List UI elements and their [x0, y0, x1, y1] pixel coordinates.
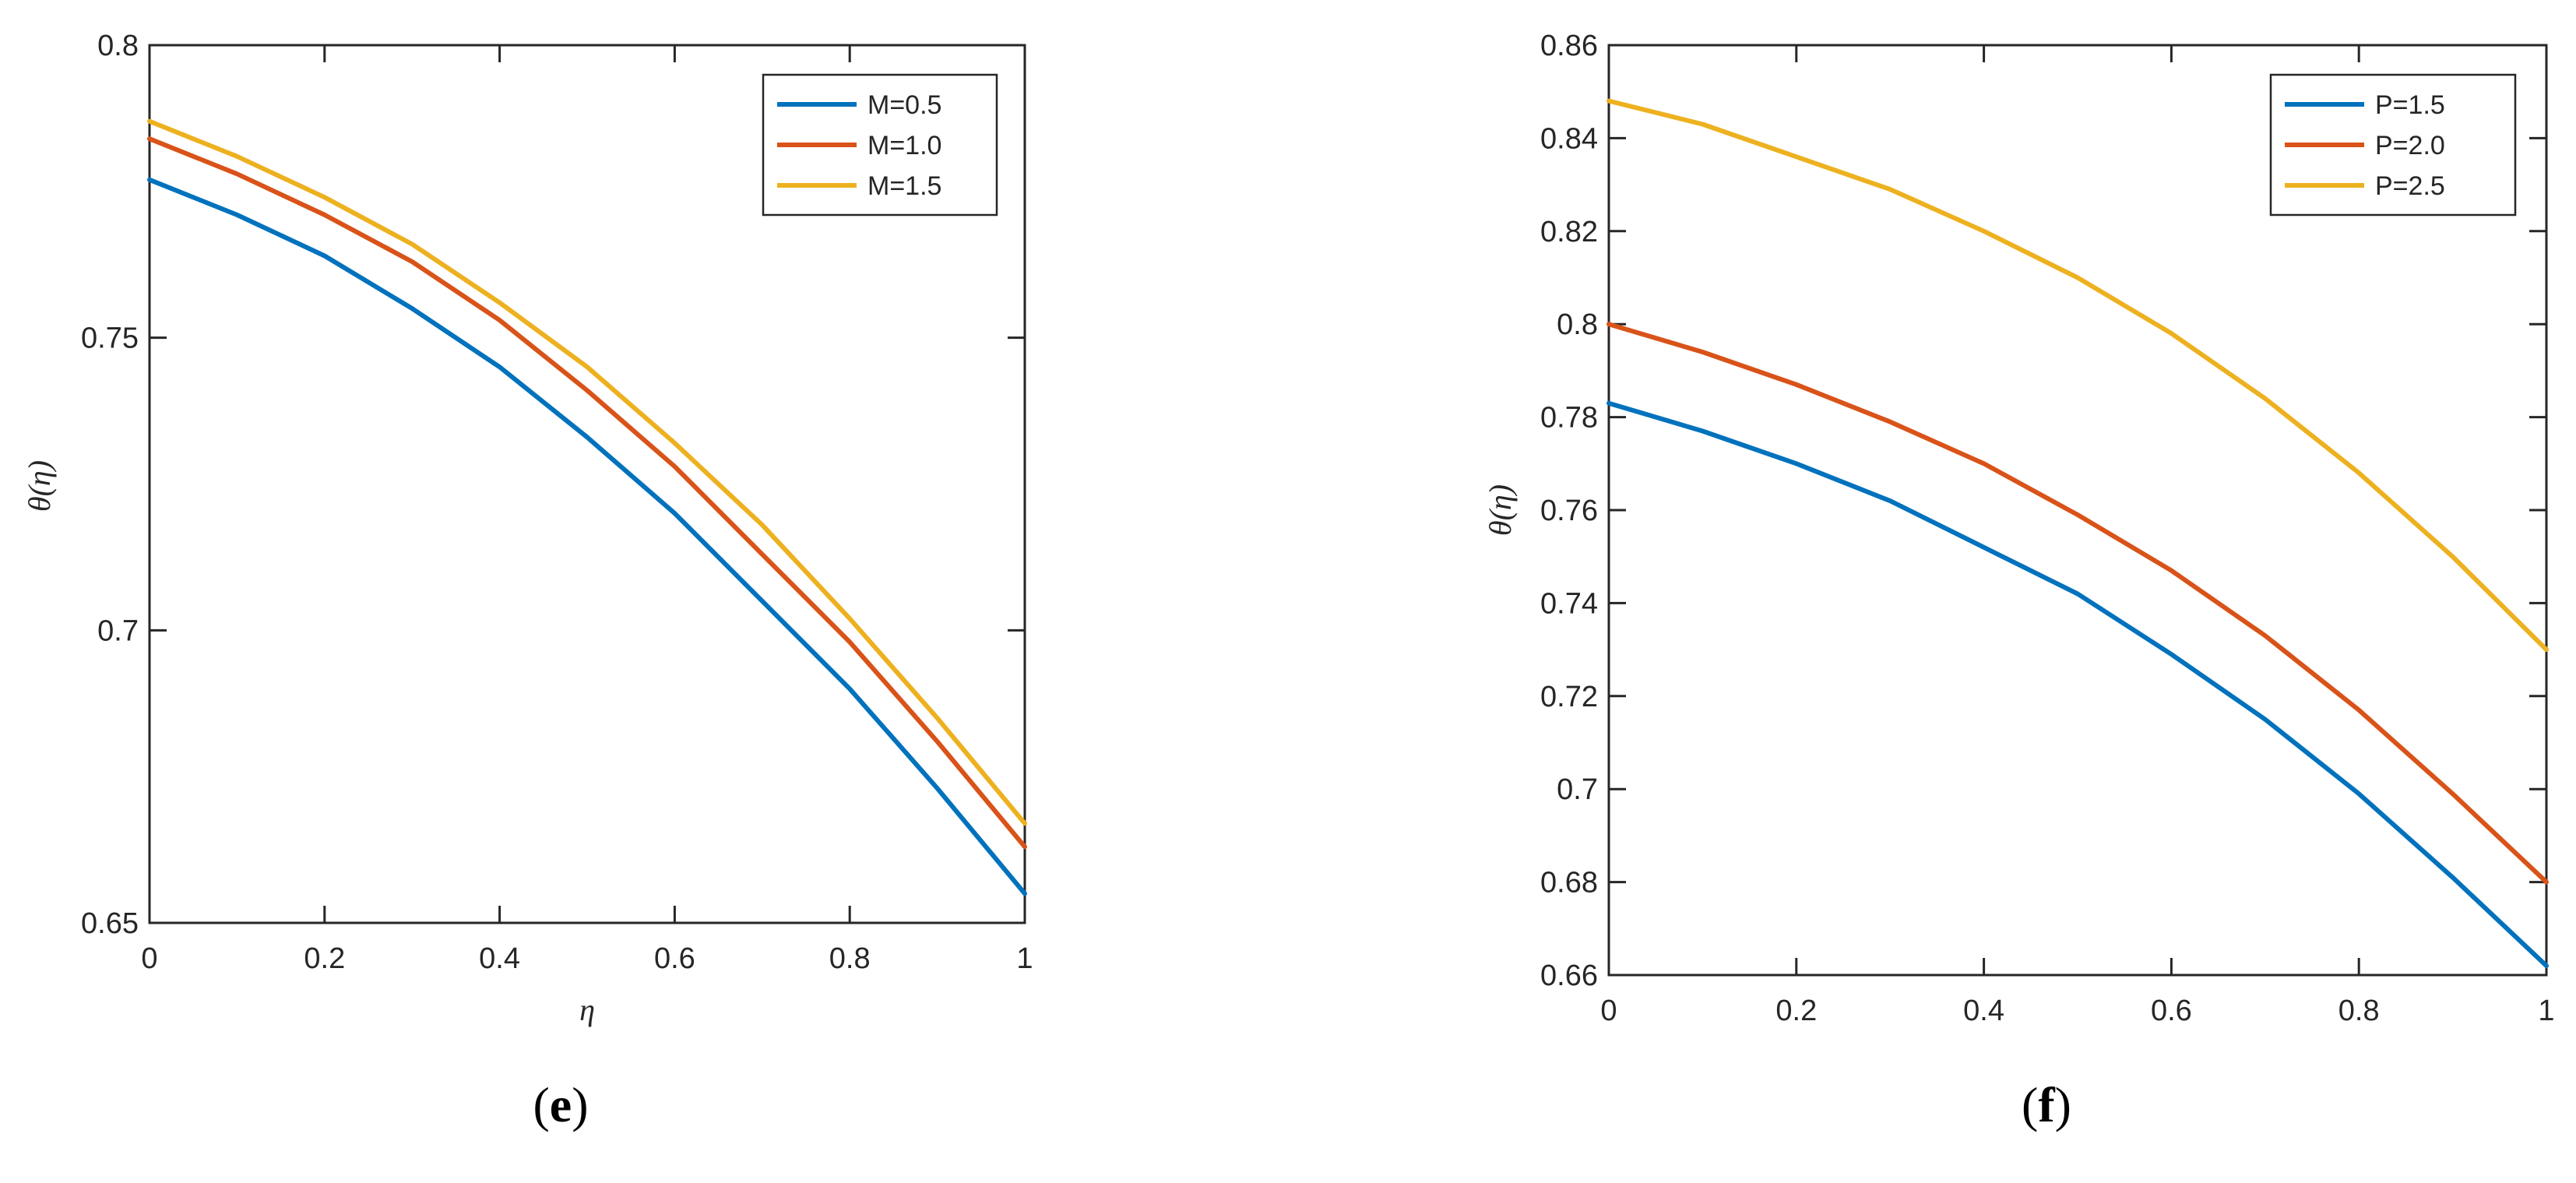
series-line-3 — [1606, 98, 2549, 653]
y-tick-label: 0.8 — [97, 30, 139, 62]
series-line-3 — [147, 118, 1027, 826]
y-axis-label: θ(η) — [22, 460, 57, 512]
y-axis-label: θ(η) — [1483, 484, 1518, 536]
y-tick-label: 0.84 — [1540, 122, 1598, 155]
x-tick-label: 0.4 — [1963, 995, 2004, 1027]
x-tick-label: 0.4 — [479, 942, 520, 975]
legend-entry: M=0.5 — [867, 90, 941, 120]
y-tick-label: 0.8 — [1557, 308, 1598, 341]
series-line-2 — [147, 136, 1027, 850]
x-tick-label: 0.2 — [304, 942, 345, 975]
legend-box — [762, 73, 998, 217]
chart-panel-e: 0 0.2 0.4 0.6 0.8 1 0.65 0.7 0.75 0.8 M=0.5 M=1.0 M=… — [22, 30, 1033, 1132]
legend-entry: P=2.5 — [2375, 171, 2445, 201]
x-axis-label: η — [579, 992, 595, 1027]
y-tick-label: 0.7 — [1557, 773, 1598, 806]
legend-entry: P=1.5 — [2375, 90, 2445, 120]
x-tick-label: 0.6 — [2151, 995, 2192, 1027]
x-tick-label: 0.2 — [1775, 995, 1817, 1027]
y-tick-label: 0.86 — [1540, 30, 1598, 62]
y-tick-label: 0.66 — [1540, 959, 1598, 992]
x-tick-label: 0.6 — [654, 942, 695, 975]
y-tick-label: 0.7 — [97, 614, 139, 647]
panel-caption: (f) — [2022, 1077, 2071, 1132]
series-line-1 — [147, 177, 1027, 896]
y-tick-label: 0.78 — [1540, 402, 1598, 435]
x-tick-label: 0 — [1600, 995, 1617, 1027]
y-tick-label: 0.75 — [81, 322, 139, 355]
panel-letter: f — [2038, 1077, 2055, 1132]
legend-entry: P=2.0 — [2375, 131, 2445, 160]
series-line-2 — [1606, 322, 2549, 885]
legend-entry: M=1.0 — [867, 131, 941, 160]
legend-entry: M=1.5 — [867, 171, 941, 201]
y-tick-label: 0.65 — [81, 907, 139, 940]
x-tick-label: 0 — [141, 942, 157, 975]
panel-letter: e — [550, 1077, 572, 1132]
y-tick-label: 0.74 — [1540, 587, 1598, 620]
x-tick-label: 1 — [2538, 995, 2554, 1027]
y-tick-label: 0.82 — [1540, 216, 1598, 248]
y-tick-label: 0.72 — [1540, 681, 1598, 713]
panel-caption: (e) — [533, 1077, 588, 1132]
y-tick-label: 0.76 — [1540, 495, 1598, 527]
chart-panel-f: 0 0.2 0.4 0.6 0.8 1 0.66 0.68 0.7 0.72 0.74 0.76 0.7… — [1483, 30, 2555, 1132]
x-tick-label: 0.8 — [2338, 995, 2380, 1027]
x-tick-label: 1 — [1016, 942, 1033, 975]
x-tick-label: 0.8 — [829, 942, 871, 975]
series-line-1 — [1606, 400, 2549, 969]
y-tick-label: 0.68 — [1540, 867, 1598, 900]
